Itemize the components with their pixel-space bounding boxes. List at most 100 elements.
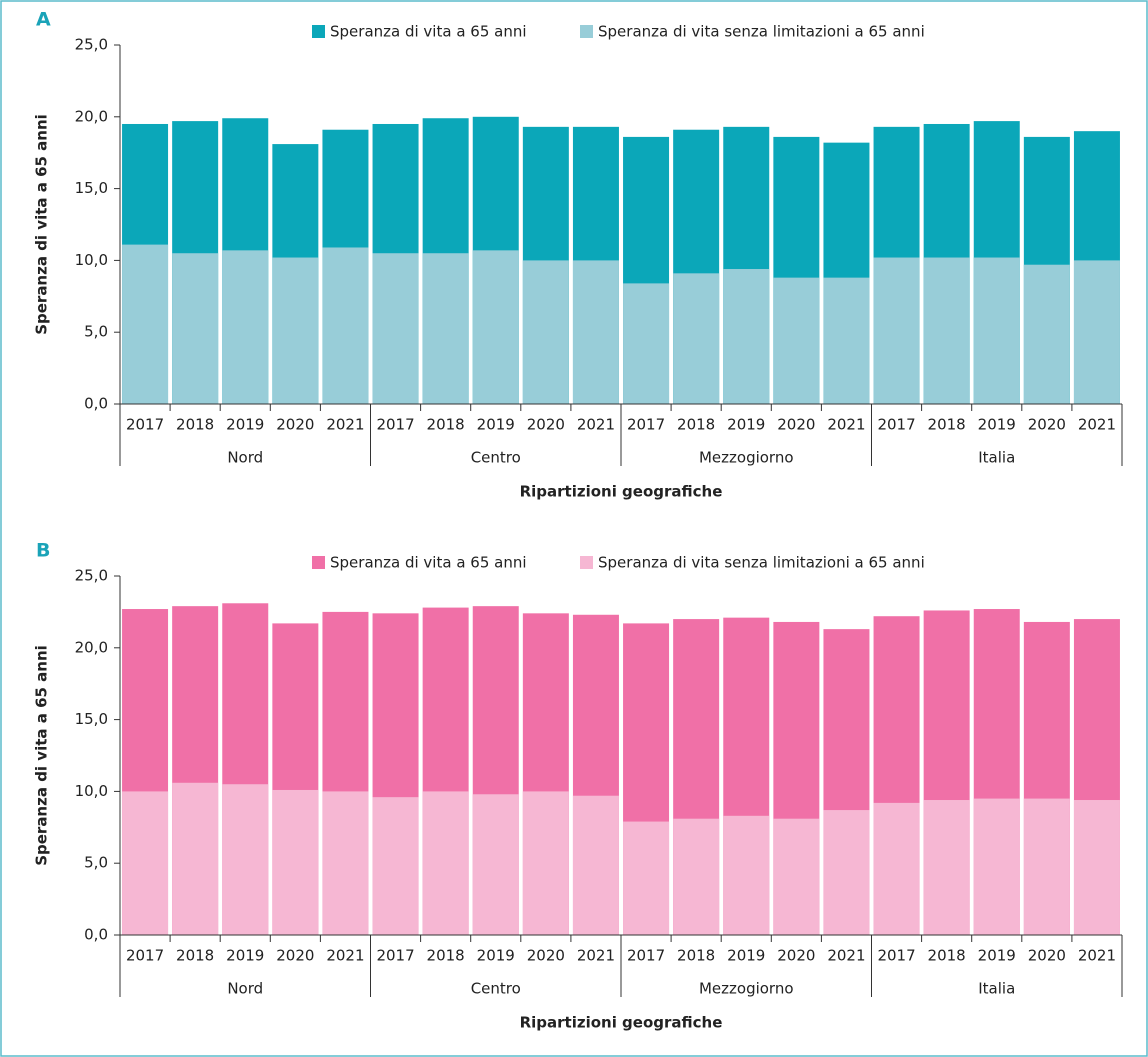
bar bbox=[923, 257, 970, 404]
x-tick-label: 2017 bbox=[126, 947, 164, 965]
x-tick-label: 2018 bbox=[427, 947, 465, 965]
group-label: Centro bbox=[471, 980, 521, 998]
x-tick-label: 2017 bbox=[877, 947, 915, 965]
bar bbox=[572, 795, 619, 935]
x-tick-label: 2019 bbox=[978, 947, 1016, 965]
y-tick-label: 10,0 bbox=[75, 782, 108, 800]
x-axis-label: Ripartizioni geografiche bbox=[520, 483, 723, 501]
x-tick-label: 2019 bbox=[978, 416, 1016, 434]
x-tick-label: 2019 bbox=[226, 947, 264, 965]
y-tick-label: 25,0 bbox=[75, 36, 108, 54]
bar bbox=[673, 818, 720, 935]
bar bbox=[723, 815, 770, 935]
x-axis-label: Ripartizioni geografiche bbox=[520, 1014, 723, 1032]
y-tick-label: 0,0 bbox=[84, 926, 108, 944]
bar bbox=[122, 244, 169, 404]
x-tick-label: 2018 bbox=[176, 947, 214, 965]
legend-swatch bbox=[312, 556, 325, 569]
x-tick-label: 2019 bbox=[727, 416, 765, 434]
x-tick-label: 2018 bbox=[427, 416, 465, 434]
bar bbox=[472, 250, 519, 404]
x-tick-label: 2017 bbox=[627, 416, 665, 434]
x-tick-label: 2020 bbox=[276, 416, 314, 434]
x-tick-label: 2018 bbox=[928, 947, 966, 965]
group-label: Nord bbox=[227, 449, 263, 467]
bar bbox=[973, 257, 1020, 404]
y-tick-label: 20,0 bbox=[75, 107, 108, 125]
x-tick-label: 2019 bbox=[477, 416, 515, 434]
bar bbox=[723, 269, 770, 404]
bar bbox=[1023, 798, 1070, 935]
x-tick-label: 2021 bbox=[1078, 416, 1116, 434]
x-tick-label: 2017 bbox=[877, 416, 915, 434]
x-tick-label: 2020 bbox=[527, 416, 565, 434]
x-tick-label: 2017 bbox=[376, 947, 414, 965]
legend-label: Speranza di vita senza limitazioni a 65 … bbox=[598, 23, 925, 41]
x-tick-label: 2021 bbox=[577, 947, 615, 965]
legend-label: Speranza di vita a 65 anni bbox=[330, 554, 527, 572]
legend-label: Speranza di vita a 65 anni bbox=[330, 23, 527, 41]
bar bbox=[372, 797, 419, 935]
x-tick-label: 2018 bbox=[677, 947, 715, 965]
x-tick-label: 2017 bbox=[126, 416, 164, 434]
y-tick-label: 20,0 bbox=[75, 638, 108, 656]
bar bbox=[773, 277, 820, 404]
y-tick-label: 5,0 bbox=[84, 323, 108, 341]
bar bbox=[322, 247, 369, 404]
bar bbox=[923, 800, 970, 935]
bar bbox=[272, 789, 319, 935]
bar bbox=[272, 257, 319, 404]
y-axis-label: Speranza di vita a 65 anni bbox=[33, 645, 51, 866]
group-label: Mezzogiorno bbox=[699, 980, 794, 998]
legend-swatch bbox=[580, 25, 593, 38]
x-tick-label: 2019 bbox=[226, 416, 264, 434]
bar bbox=[322, 791, 369, 935]
x-tick-label: 2018 bbox=[928, 416, 966, 434]
y-tick-label: 10,0 bbox=[75, 251, 108, 269]
x-tick-label: 2020 bbox=[276, 947, 314, 965]
bar bbox=[1073, 800, 1120, 935]
bar bbox=[422, 253, 469, 404]
bar bbox=[823, 810, 870, 935]
x-tick-label: 2018 bbox=[176, 416, 214, 434]
group-label: Nord bbox=[227, 980, 263, 998]
x-tick-label: 2020 bbox=[777, 416, 815, 434]
x-tick-label: 2017 bbox=[376, 416, 414, 434]
bar bbox=[422, 791, 469, 935]
bar bbox=[522, 791, 569, 935]
panel-label: B bbox=[36, 540, 50, 562]
y-tick-label: 0,0 bbox=[84, 395, 108, 413]
y-tick-label: 5,0 bbox=[84, 854, 108, 872]
bar bbox=[1073, 260, 1120, 404]
bar bbox=[222, 784, 269, 935]
bar bbox=[873, 257, 920, 404]
x-tick-label: 2020 bbox=[1028, 416, 1066, 434]
bar bbox=[172, 253, 219, 404]
x-tick-label: 2021 bbox=[326, 947, 364, 965]
bar bbox=[472, 794, 519, 935]
legend-label: Speranza di vita senza limitazioni a 65 … bbox=[598, 554, 925, 572]
x-tick-label: 2020 bbox=[527, 947, 565, 965]
bar bbox=[122, 791, 169, 935]
x-tick-label: 2020 bbox=[777, 947, 815, 965]
group-label: Centro bbox=[471, 449, 521, 467]
bar bbox=[623, 283, 670, 404]
x-tick-label: 2017 bbox=[627, 947, 665, 965]
x-tick-label: 2019 bbox=[477, 947, 515, 965]
bar bbox=[522, 260, 569, 404]
panel-label: A bbox=[36, 9, 51, 31]
x-tick-label: 2021 bbox=[326, 416, 364, 434]
bar bbox=[973, 798, 1020, 935]
y-tick-label: 25,0 bbox=[75, 567, 108, 585]
x-tick-label: 2021 bbox=[827, 947, 865, 965]
bar bbox=[1023, 264, 1070, 404]
legend-swatch bbox=[312, 25, 325, 38]
y-axis-label: Speranza di vita a 65 anni bbox=[33, 114, 51, 335]
y-tick-label: 15,0 bbox=[75, 710, 108, 728]
bar bbox=[823, 277, 870, 404]
bar bbox=[673, 273, 720, 404]
x-tick-label: 2020 bbox=[1028, 947, 1066, 965]
group-label: Mezzogiorno bbox=[699, 449, 794, 467]
